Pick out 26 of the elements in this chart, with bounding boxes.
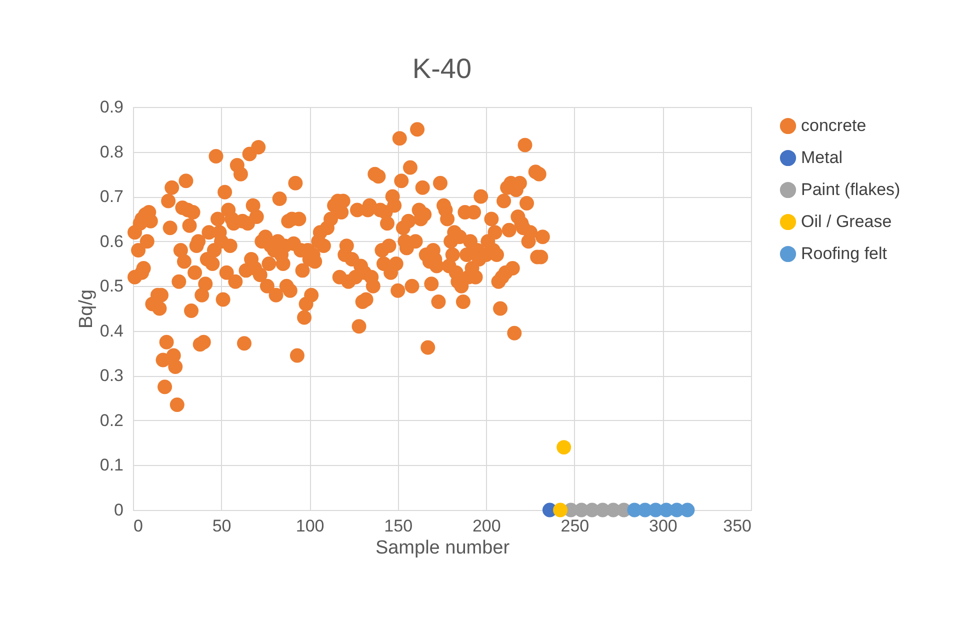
x-tick-label: 150 (384, 516, 413, 536)
y-tick-label: 0.4 (100, 321, 124, 340)
y-tick-label: 0.9 (100, 98, 124, 116)
y-tick-label: 0.1 (100, 456, 124, 475)
y-tick-label: 0.6 (100, 232, 124, 251)
x-axis-title: Sample number (375, 538, 510, 558)
x-tick-label: 100 (296, 516, 324, 536)
y-tick-label: 0.8 (100, 142, 124, 162)
x-tick-label: 300 (649, 516, 678, 536)
legend-label: Oil / Grease (801, 212, 892, 231)
x-tick-label: 200 (472, 516, 501, 536)
x-tick-label: 350 (723, 516, 752, 536)
chart-title: K-40 (412, 53, 472, 84)
y-tick-label: 0.7 (100, 187, 124, 206)
y-tick-label: 0.2 (100, 410, 124, 430)
y-tick-label: 0.3 (100, 366, 124, 386)
y-tick-label: 0 (114, 500, 124, 520)
legend-label: Paint (flakes) (801, 180, 900, 199)
x-tick-label: 0 (134, 516, 143, 536)
x-tick-label: 250 (560, 516, 590, 536)
x-tick-label: 50 (212, 516, 232, 536)
legend-label: Roofing felt (801, 244, 888, 263)
legend-label: Metal (801, 148, 843, 167)
legend-label: concrete (801, 116, 866, 135)
y-tick-label: 0.5 (100, 276, 124, 296)
y-axis-title: Bq/g (76, 289, 97, 329)
